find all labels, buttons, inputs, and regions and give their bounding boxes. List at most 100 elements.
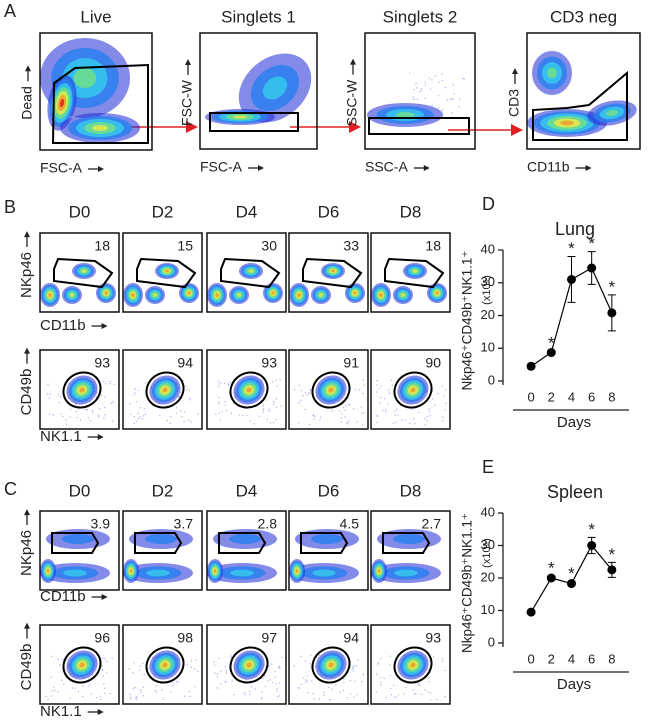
event <box>352 665 354 667</box>
significance-mark: * <box>568 564 575 583</box>
event <box>105 672 108 674</box>
x-tick-label: 8 <box>608 389 615 404</box>
event <box>104 692 106 694</box>
gate <box>209 112 299 132</box>
event <box>91 409 94 412</box>
event <box>404 419 406 421</box>
axis-arrow-head <box>101 323 108 329</box>
event <box>411 408 413 411</box>
event <box>238 414 241 416</box>
event <box>220 382 222 384</box>
event <box>250 686 253 688</box>
event <box>306 680 309 682</box>
event <box>442 658 444 660</box>
event <box>48 397 51 400</box>
event <box>354 680 356 682</box>
event <box>378 387 381 390</box>
event <box>66 658 68 661</box>
event <box>362 379 365 381</box>
gate-percent: 94 <box>177 355 193 371</box>
axis-arrow-head <box>98 166 104 172</box>
event <box>271 681 274 684</box>
flow-plot <box>207 529 277 583</box>
plot-frame <box>364 32 476 150</box>
event <box>155 685 157 687</box>
event <box>278 695 280 697</box>
event <box>413 418 415 420</box>
event <box>52 414 54 416</box>
x-tick-label: 4 <box>568 389 575 404</box>
event <box>225 672 228 674</box>
y-axis-label: FSC-W <box>179 79 195 126</box>
plot-frame <box>288 349 369 430</box>
y-tick-label: 20 <box>481 569 495 584</box>
event <box>458 98 461 100</box>
event <box>87 417 90 419</box>
event <box>47 393 49 395</box>
event <box>418 682 420 684</box>
event <box>253 423 256 425</box>
event <box>62 658 64 661</box>
plot-frame <box>288 624 369 705</box>
event <box>379 676 382 679</box>
event <box>189 695 191 698</box>
event <box>83 408 86 411</box>
event <box>190 660 193 662</box>
event <box>189 399 191 401</box>
event <box>249 693 251 696</box>
plot-frame <box>39 510 120 591</box>
x-tick-label: 8 <box>608 651 615 666</box>
event <box>281 656 283 659</box>
event <box>300 655 302 658</box>
event <box>340 421 343 423</box>
event <box>305 679 307 681</box>
event <box>344 409 346 411</box>
event <box>90 693 92 695</box>
plot-frame <box>122 624 203 705</box>
gate-percent: 3.7 <box>174 516 194 532</box>
event <box>302 676 305 679</box>
axis-arrow-head <box>101 594 108 600</box>
x-tick-label: 2 <box>548 389 555 404</box>
event <box>444 695 446 698</box>
event <box>431 398 434 400</box>
event <box>49 393 52 395</box>
event <box>261 691 263 693</box>
event <box>462 77 464 80</box>
event <box>309 663 311 665</box>
event <box>339 691 342 693</box>
event <box>327 686 330 689</box>
density <box>153 293 157 297</box>
event <box>101 665 104 667</box>
event <box>272 400 275 403</box>
density <box>46 569 50 573</box>
event <box>395 421 397 423</box>
event <box>229 381 231 384</box>
event <box>428 407 430 410</box>
event <box>145 381 147 383</box>
event <box>352 407 355 410</box>
event <box>74 687 77 689</box>
density <box>319 293 323 297</box>
gate <box>302 257 363 289</box>
event <box>217 380 219 382</box>
event <box>343 678 345 680</box>
flow-plot <box>40 529 110 583</box>
event <box>273 403 275 405</box>
event <box>278 682 281 684</box>
event <box>54 689 56 692</box>
event <box>376 384 378 386</box>
event <box>137 412 140 415</box>
event <box>111 657 113 660</box>
gate-percent: 33 <box>343 238 359 254</box>
event <box>139 665 142 667</box>
event <box>437 393 439 395</box>
significance-mark: * <box>548 559 555 578</box>
axis-arrow-head <box>24 347 30 354</box>
y-tick-label: 10 <box>481 602 495 617</box>
event <box>173 683 175 685</box>
gate <box>136 257 197 289</box>
event <box>148 667 150 670</box>
event <box>280 405 282 407</box>
day-header: D4 <box>236 202 258 221</box>
